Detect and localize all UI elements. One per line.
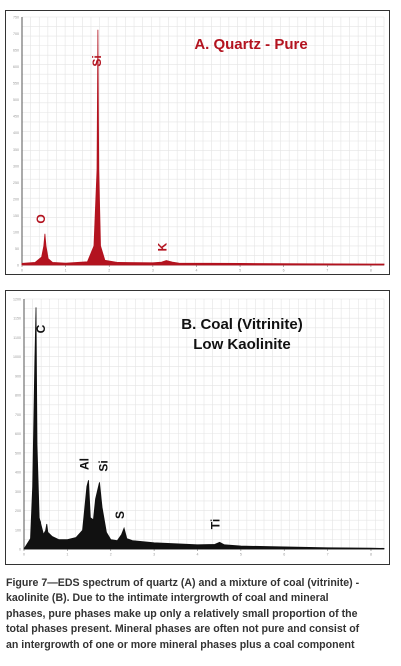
x-tick-label: 6 xyxy=(283,269,285,273)
x-tick-label: 5 xyxy=(239,269,241,273)
y-tick-label: 250 xyxy=(13,181,19,185)
y-tick-label: 0 xyxy=(17,264,19,268)
spectrum-area xyxy=(21,29,385,266)
y-tick-label: 0 xyxy=(19,548,21,552)
y-tick-label: 500 xyxy=(15,451,21,455)
peak-label-s: S xyxy=(113,511,127,519)
y-tick-label: 200 xyxy=(13,197,19,201)
peak-label-o: O xyxy=(30,518,44,527)
y-tick-label: 400 xyxy=(13,131,19,135)
y-tick-label: 650 xyxy=(13,49,19,53)
x-tick-label: 2 xyxy=(108,269,110,273)
peak-label-al: Al xyxy=(77,458,91,470)
grid xyxy=(21,16,385,266)
y-tick-label: 700 xyxy=(13,32,19,36)
peak-label-ti: Ti xyxy=(209,519,223,529)
y-tick-label: 600 xyxy=(13,65,19,69)
x-tick-label: 4 xyxy=(196,553,198,557)
y-tick-label: 400 xyxy=(15,471,21,475)
y-tick-label: 550 xyxy=(13,82,19,86)
x-tick-label: 3 xyxy=(152,269,154,273)
y-tick-label: 700 xyxy=(15,413,21,417)
chart-title: A. Quartz - Pure xyxy=(194,36,307,53)
peak-label-o: O xyxy=(34,214,48,223)
grid xyxy=(23,298,385,550)
y-tick-label: 1000 xyxy=(13,355,21,359)
x-tick-label: 5 xyxy=(240,553,242,557)
x-tick-label: 7 xyxy=(326,269,328,273)
spectrum-area xyxy=(23,307,385,550)
x-tick-label: 1 xyxy=(66,553,68,557)
caption-line: Figure 7—EDS spectrum of quartz (A) and … xyxy=(6,577,360,589)
caption-line: kaolinite (B). Due to the intimate inter… xyxy=(6,592,329,605)
x-tick-label: 0 xyxy=(21,269,23,273)
caption-line: total phases present. Mineral phases are… xyxy=(6,623,360,636)
y-tick-label: 1150 xyxy=(13,317,21,321)
y-tick-label: 200 xyxy=(15,509,21,513)
chart-subtitle: Low Kaolinite xyxy=(193,336,291,353)
y-tick-label: 750 xyxy=(13,16,19,20)
x-tick-label: 4 xyxy=(195,269,197,273)
x-tick-label: 7 xyxy=(327,553,329,557)
x-tick-label: 8 xyxy=(370,553,372,557)
y-tick-label: 500 xyxy=(13,98,19,102)
x-tick-label: 2 xyxy=(110,553,112,557)
y-tick-label: 800 xyxy=(15,394,21,398)
coal-spectrum-plot: 1200115011001000900800700600500400300200… xyxy=(13,298,385,557)
quartz-spectrum-plot: 7507006506005505004504003503002502001501… xyxy=(13,16,385,273)
y-tick-label: 300 xyxy=(13,164,19,168)
y-tick-label: 1200 xyxy=(13,298,21,302)
y-tick-label: 350 xyxy=(13,148,19,152)
spectrum-panel-coal: 1200 1150 1100 1000 900 800 700 600 500 400 300 200… xyxy=(5,290,390,565)
caption-line: phases, pure phases make up only a relat… xyxy=(6,607,358,620)
y-tick-label: 450 xyxy=(13,115,19,119)
peak-label-c: C xyxy=(34,324,48,333)
peak-label-si: Si xyxy=(90,55,104,66)
y-tick-label: 900 xyxy=(15,374,21,378)
x-tick-label: 3 xyxy=(153,553,155,557)
y-tick-label: 600 xyxy=(15,432,21,436)
peak-label-si: Si xyxy=(96,460,110,471)
caption-line: an intergrowth of one or more mineral ph… xyxy=(6,638,355,651)
figure-caption: Figure 7—EDS spectrum of quartz (A) and … xyxy=(6,576,396,653)
y-tick-label: 1100 xyxy=(13,336,21,340)
x-tick-label: 6 xyxy=(283,553,285,557)
chart-title: B. Coal (Vitrinite) xyxy=(181,316,302,333)
y-tick-label: 150 xyxy=(13,214,19,218)
y-tick-label: 100 xyxy=(15,528,21,532)
x-tick-label: 0 xyxy=(23,553,25,557)
spectrum-panel-quartz: 750 700 650 600 550 500 450 400 350 300 250 200 150 1… xyxy=(5,10,390,275)
y-tick-label: 300 xyxy=(15,490,21,494)
y-tick-label: 50 xyxy=(15,247,19,251)
x-tick-label: 1 xyxy=(65,269,67,273)
x-tick-label: 8 xyxy=(370,269,372,273)
y-tick-label: 100 xyxy=(13,230,19,234)
peak-label-k: K xyxy=(155,242,169,251)
